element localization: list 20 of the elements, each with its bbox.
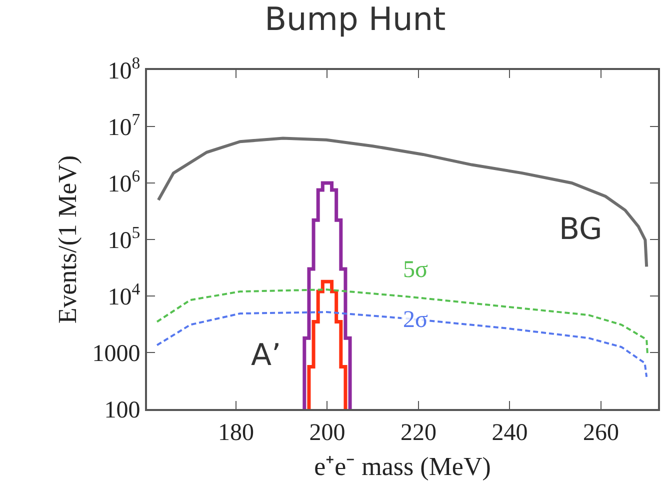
line-series: [156, 311, 648, 378]
y-tick-label: 1000: [92, 340, 140, 367]
y-tick-label: 10$^{4}$: [108, 279, 141, 310]
y-axis-title: Events/(1 MeV): [53, 155, 82, 324]
x-tick-label: 220: [400, 420, 436, 446]
y-tick-label: 10$^{6}$: [108, 166, 140, 198]
y-tick-label: 10$^{5}$: [108, 222, 140, 254]
y-tick-label: 10$^{7}$: [108, 110, 140, 141]
series-label: A’: [251, 338, 282, 373]
series-label: BG: [559, 212, 602, 247]
y-tick-label: 100: [104, 397, 140, 424]
x-axis-title: e⁺e⁻ mass (MeV): [314, 452, 491, 481]
x-tick-label: 180: [218, 420, 254, 446]
series-label: 5σ: [403, 257, 428, 283]
x-tick-label: 240: [492, 420, 528, 446]
chart-title: Bump Hunt: [264, 0, 446, 38]
series-label: 2σ: [403, 307, 428, 333]
x-tick-label: 260: [582, 420, 619, 446]
y-tick-label: 10$^{8}$: [108, 53, 140, 84]
x-tick-label: 200: [309, 420, 346, 446]
